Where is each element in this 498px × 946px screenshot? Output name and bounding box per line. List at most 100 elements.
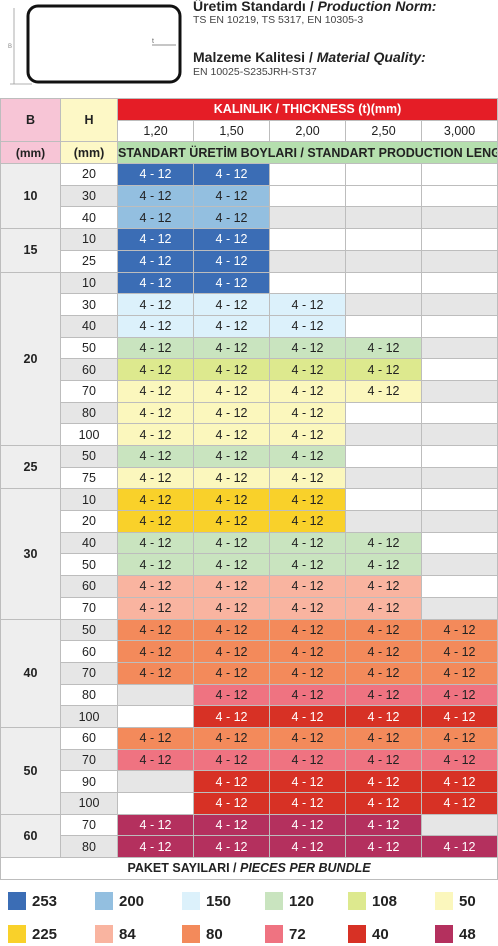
- length-cell: 4 - 12: [117, 531, 194, 555]
- length-cell: [420, 228, 498, 251]
- length-cell: 4 - 12: [193, 726, 270, 750]
- length-cell: 4 - 12: [345, 553, 422, 577]
- length-cell: [345, 445, 422, 468]
- legend-value: 120: [289, 892, 315, 910]
- legend-value: 108: [372, 892, 398, 910]
- table-row: 40 4 - 12 4 - 12 4 - 12 4 - 12: [1, 531, 498, 555]
- length-cell: 4 - 12: [269, 466, 346, 490]
- thickness-header: KALINLIK / THICKNESS (t)(mm): [116, 98, 498, 121]
- length-cell: 4 - 12: [117, 726, 194, 750]
- h-value: 60: [60, 358, 118, 381]
- length-cell: 4 - 12: [193, 206, 270, 230]
- length-cell: 4 - 12: [193, 531, 270, 555]
- legend-item: 150: [182, 889, 231, 913]
- table-row: 75 4 - 12 4 - 12 4 - 12: [1, 466, 498, 490]
- length-cell: [420, 206, 498, 230]
- length-cell: 4 - 12: [117, 466, 194, 490]
- length-cell: 4 - 12: [117, 813, 194, 837]
- length-cell: 4 - 12: [420, 661, 498, 685]
- length-cell: 4 - 12: [193, 488, 270, 512]
- length-cell: 4 - 12: [345, 661, 422, 685]
- length-cell: 4 - 12: [420, 726, 498, 750]
- length-cell: 4 - 12: [193, 618, 270, 642]
- length-cell: 4 - 12: [345, 683, 422, 707]
- length-cell: 4 - 12: [117, 336, 194, 360]
- length-cell: 4 - 12: [269, 813, 346, 837]
- length-cell: 4 - 12: [269, 661, 346, 685]
- legend-item: 108: [348, 889, 397, 913]
- length-cell: 4 - 12: [117, 488, 194, 512]
- h-value: 90: [60, 770, 118, 793]
- b-value: 30: [0, 488, 61, 620]
- length-cell: [269, 206, 346, 230]
- length-cell: 4 - 12: [193, 271, 270, 295]
- table-row: 25 4 - 12 4 - 12: [1, 249, 498, 273]
- legend-value: 50: [459, 892, 476, 910]
- length-cell: [117, 770, 194, 793]
- length-cell: 4 - 12: [193, 575, 270, 598]
- length-cell: 4 - 12: [269, 510, 346, 533]
- h-value: 50: [60, 336, 118, 360]
- h-value: 70: [60, 748, 118, 772]
- length-cell: 4 - 12: [269, 726, 346, 750]
- length-cell: 4 - 12: [193, 249, 270, 273]
- length-cell: 4 - 12: [117, 661, 194, 685]
- length-cell: 4 - 12: [269, 640, 346, 663]
- h-value: 80: [60, 401, 118, 425]
- length-cell: 4 - 12: [117, 293, 194, 316]
- legend-item: 48: [435, 922, 476, 946]
- legend-swatch: [95, 892, 113, 910]
- production-length-header: STANDART ÜRETİM BOYLARI / STANDART PRODU…: [116, 141, 498, 165]
- header: B t Üretim Standardı / Production Norm: …: [0, 0, 498, 98]
- h-value: 50: [60, 445, 118, 468]
- table-row: 50 60 4 - 12 4 - 12 4 - 12 4 - 12 4 - 12: [0, 726, 498, 815]
- length-cell: 4 - 12: [345, 705, 422, 728]
- h-value: 80: [60, 835, 118, 859]
- length-cell: 4 - 12: [345, 575, 422, 598]
- production-norm-values: TS EN 10219, TS 5317, EN 10305-3: [193, 14, 364, 26]
- h-value: 25: [60, 249, 118, 273]
- h-value: 100: [60, 423, 118, 446]
- length-cell: [269, 163, 346, 186]
- length-cell: 4 - 12: [420, 792, 498, 815]
- length-cell: 4 - 12: [117, 271, 194, 295]
- length-cell: 4 - 12: [193, 423, 270, 446]
- length-cell: 4 - 12: [420, 618, 498, 642]
- length-cell: 4 - 12: [117, 596, 194, 620]
- length-cell: [420, 379, 498, 403]
- profile-label-t: t: [152, 38, 154, 45]
- length-cell: 4 - 12: [193, 705, 270, 728]
- length-cell: [117, 705, 194, 728]
- length-cell: 4 - 12: [345, 640, 422, 663]
- length-cell: 4 - 12: [269, 770, 346, 793]
- table-row: 20 10 4 - 12 4 - 12: [0, 271, 498, 446]
- column-header-h: H: [60, 97, 118, 143]
- thickness-0: 1,20: [117, 119, 194, 143]
- length-cell: 4 - 12: [193, 336, 270, 360]
- legend-swatch: [95, 925, 113, 943]
- length-cell: 4 - 12: [117, 249, 194, 273]
- legend-swatch: [348, 925, 366, 943]
- length-cell: 4 - 12: [269, 835, 346, 859]
- length-cell: 4 - 12: [193, 835, 270, 859]
- length-cell: 4 - 12: [345, 596, 422, 620]
- length-cell: [345, 510, 422, 533]
- legend-item: 120: [265, 889, 314, 913]
- length-cell: 4 - 12: [193, 596, 270, 620]
- h-value: 40: [60, 531, 118, 555]
- length-cell: 4 - 12: [269, 423, 346, 446]
- length-cell: 4 - 12: [193, 184, 270, 208]
- length-cell: 4 - 12: [269, 488, 346, 512]
- length-cell: [345, 488, 422, 512]
- rectangular-profile-icon: B t: [8, 4, 182, 85]
- length-cell: [420, 184, 498, 208]
- length-cell: 4 - 12: [193, 640, 270, 663]
- length-cell: 4 - 12: [269, 683, 346, 707]
- material-quality-title: Malzeme Kalitesi / Material Quality:: [193, 49, 426, 65]
- table-row: 60 4 - 12 4 - 12 4 - 12 4 - 12 4 - 12: [1, 640, 498, 663]
- length-cell: 4 - 12: [193, 314, 270, 338]
- table-row: 30 4 - 12 4 - 12: [1, 184, 498, 208]
- length-cell: 4 - 12: [117, 640, 194, 663]
- h-value: 70: [60, 813, 118, 837]
- length-cell: 4 - 12: [269, 445, 346, 468]
